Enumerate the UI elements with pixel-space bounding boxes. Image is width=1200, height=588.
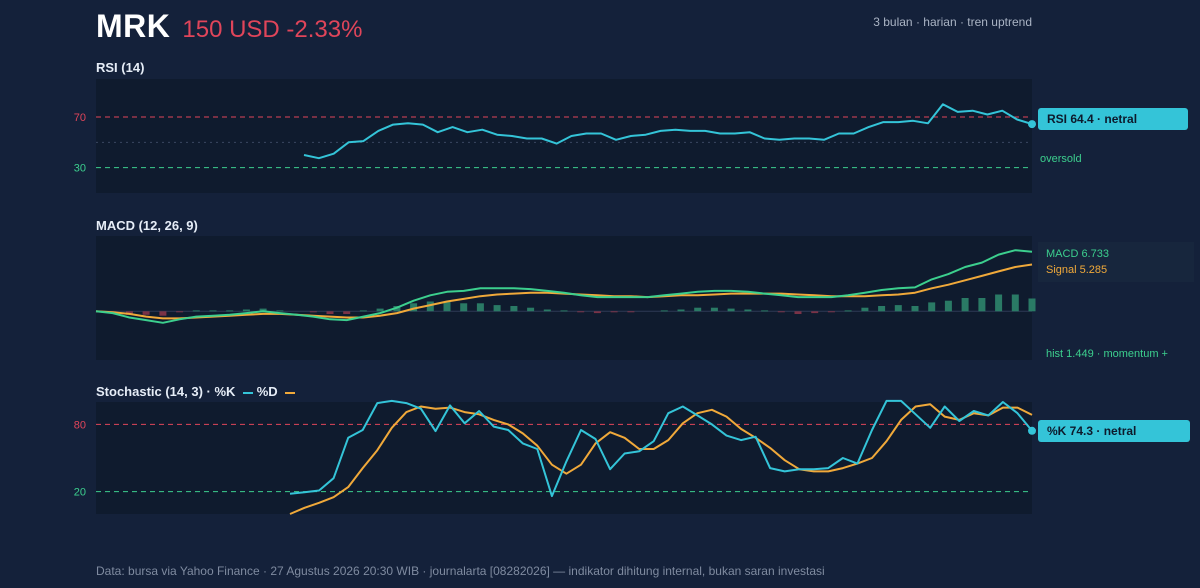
- oversold-label: oversold: [1040, 153, 1082, 165]
- macd-hist-bar: [827, 311, 835, 313]
- macd-hist-bar: [510, 306, 518, 312]
- macd-hist-bar: [192, 310, 200, 312]
- stoch-title: Stochastic (14, 3) · %K %D: [96, 384, 296, 399]
- stoch-d-legend-swatch: [285, 391, 296, 394]
- stoch-layer: 80 20: [74, 399, 1036, 515]
- macd-plot-area: [96, 236, 1032, 360]
- macd-hist-bar: [176, 311, 184, 313]
- macd-hist-bar: [443, 301, 451, 312]
- stoch-tick-20: 20: [74, 487, 86, 499]
- macd-hist-bar: [995, 294, 1003, 312]
- stoch-k-legend-swatch: [243, 391, 254, 394]
- macd-hist-bar: [493, 305, 501, 312]
- macd-hist-bar: [142, 311, 150, 315]
- macd-hist-bar: [476, 303, 484, 312]
- chart-meta: 3 bulan · harian · tren uptrend: [873, 15, 1032, 29]
- macd-hist-bar: [242, 309, 250, 312]
- price-change: 150 USD -2.33%: [182, 16, 363, 43]
- macd-hist-bar: [660, 310, 668, 312]
- macd-hist-bar: [961, 298, 969, 312]
- macd-value-label: MACD 6.733: [1046, 248, 1109, 260]
- macd-hist-bar: [326, 311, 334, 314]
- macd-hist-bar: [928, 302, 936, 312]
- stoch-title-text: Stochastic (14, 3) · %K: [96, 384, 236, 399]
- macd-hist-bar: [761, 310, 769, 312]
- macd-hist-bar: [944, 300, 952, 312]
- stoch-value-tag: %K 74.3 · netral: [1038, 420, 1190, 442]
- macd-hist-bar: [359, 310, 367, 312]
- macd-hist-bar: [226, 310, 234, 312]
- macd-layer: [95, 249, 1036, 324]
- macd-hist-bar: [460, 303, 468, 312]
- signal-value-label: Signal 5.285: [1046, 264, 1108, 276]
- macd-hist-bar: [376, 308, 384, 312]
- macd-hist-bar: [627, 311, 635, 313]
- stoch-tick-80: 80: [74, 419, 86, 431]
- macd-hist-bar: [159, 311, 167, 316]
- macd-line: [95, 249, 1033, 324]
- stoch-k-line: [289, 399, 1033, 498]
- macd-hist-bar: [894, 305, 902, 312]
- rsi-line: [303, 103, 1033, 160]
- macd-hist-bar: [593, 311, 601, 314]
- macd-hist-bar: [677, 309, 685, 312]
- macd-hist-bar: [560, 310, 568, 312]
- rsi-value-tag: RSI 64.4 · netral: [1038, 108, 1188, 130]
- macd-hist-bar: [543, 309, 551, 312]
- macd-hist-bar: [426, 301, 434, 312]
- macd-hist-bar: [209, 310, 217, 312]
- macd-hist-bar: [777, 311, 785, 313]
- macd-hist-bar: [577, 311, 585, 313]
- macd-value-box: MACD 6.733 Signal 5.285: [1038, 242, 1194, 282]
- macd-hist-bar: [811, 311, 819, 314]
- hist-value-label: hist 1.449 · momentum +: [1046, 348, 1168, 360]
- macd-hist-bar: [410, 303, 418, 312]
- macd-hist-bar: [844, 310, 852, 312]
- macd-hist-bar: [309, 311, 317, 313]
- macd-hist-bar: [911, 306, 919, 312]
- stoch-d-legend: %D: [256, 384, 278, 399]
- stoch-plot-area: [96, 402, 1032, 514]
- macd-hist-bar: [1011, 294, 1019, 312]
- rsi-end-marker: [1028, 120, 1036, 129]
- rsi-layer: 70 30: [74, 103, 1036, 175]
- macd-hist-bar: [744, 309, 752, 312]
- macd-hist-bar: [710, 307, 718, 312]
- rsi-tick-30: 30: [74, 163, 86, 175]
- footer-source: Data: bursa via Yahoo Finance · 27 Agust…: [96, 564, 825, 578]
- macd-hist-bar: [794, 311, 802, 314]
- stoch-d-line: [289, 403, 1033, 515]
- macd-hist-bar: [978, 298, 986, 312]
- ticker-symbol: MRK: [96, 8, 171, 44]
- macd-title: MACD (12, 26, 9): [96, 218, 198, 233]
- stoch-end-marker: [1028, 426, 1036, 435]
- macd-hist-bar: [1028, 298, 1036, 312]
- macd-hist-bar: [259, 308, 267, 312]
- macd-hist-bar: [276, 310, 284, 312]
- macd-hist-bar: [343, 311, 351, 314]
- header: MRK 150 USD -2.33%: [96, 8, 362, 48]
- rsi-title: RSI (14): [96, 60, 145, 75]
- macd-hist-bar: [861, 307, 869, 312]
- macd-hist-bar: [878, 306, 886, 312]
- macd-hist-bar: [694, 307, 702, 312]
- macd-hist-bar: [527, 307, 535, 312]
- rsi-plot-area: [96, 79, 1032, 193]
- rsi-tick-70: 70: [74, 112, 86, 124]
- macd-hist-bar: [727, 308, 735, 312]
- macd-hist-bar: [610, 311, 618, 313]
